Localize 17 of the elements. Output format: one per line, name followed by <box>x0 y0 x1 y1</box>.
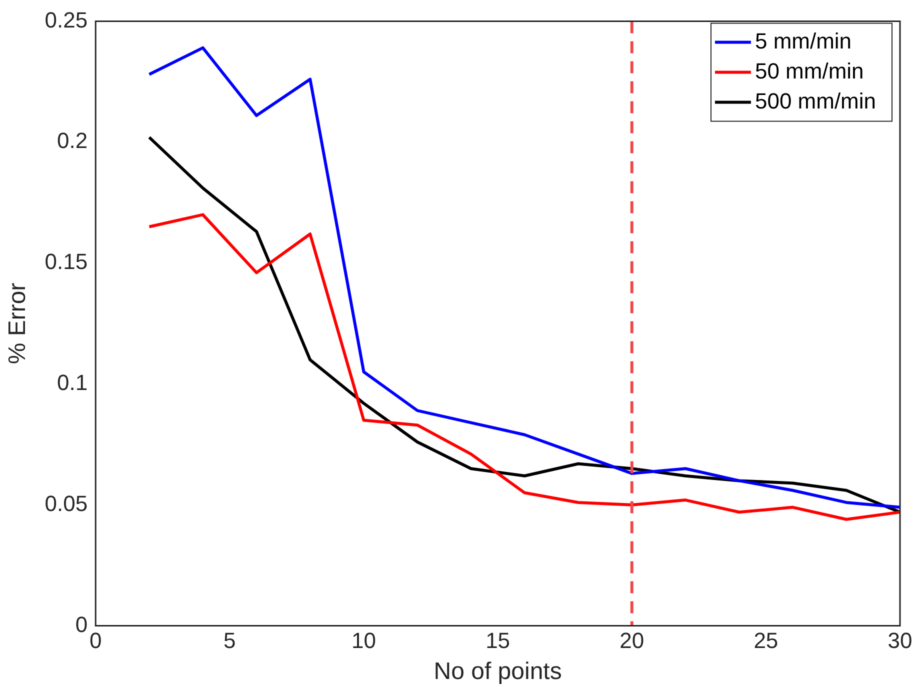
y-tick-label: 0 <box>75 612 88 637</box>
x-tick-label: 20 <box>620 628 644 654</box>
y-tick-label: 0.25 <box>44 7 88 32</box>
y-axis-title: % Error <box>4 282 32 364</box>
y-tick-label: 0.15 <box>44 249 88 274</box>
y-tick-label: 0.2 <box>57 128 88 154</box>
legend-label: 5 mm/min <box>754 28 852 54</box>
x-tick-label: 25 <box>754 628 778 654</box>
x-tick-label: 30 <box>888 628 912 654</box>
x-tick-label: 15 <box>486 628 510 654</box>
x-axis-title: No of points <box>434 658 562 686</box>
y-tick-label: 0.1 <box>57 370 88 396</box>
x-tick-label: 5 <box>224 628 236 654</box>
legend-label: 500 mm/min <box>754 88 876 114</box>
x-tick-label: 10 <box>352 628 376 654</box>
legend-label: 50 mm/min <box>754 58 864 84</box>
y-tick-label: 0.05 <box>44 490 88 516</box>
